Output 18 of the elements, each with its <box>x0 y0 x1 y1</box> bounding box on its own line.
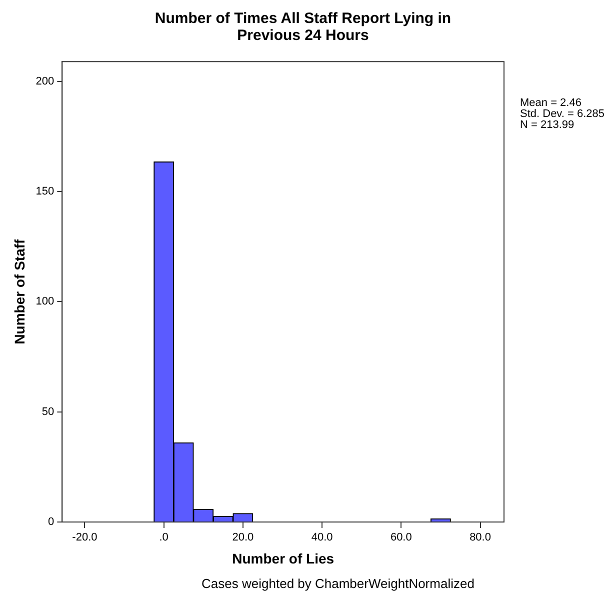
text: Std. Dev. = 6.285 <box>520 108 604 120</box>
x-tick-label: -20.0 <box>72 532 98 544</box>
y-tick-label: 50 <box>42 406 54 418</box>
y-tick-label: 0 <box>48 516 54 528</box>
y-tick-label: 200 <box>36 75 54 88</box>
y-tick-label: 150 <box>36 186 54 198</box>
x-tick-label: 80.0 <box>470 532 491 544</box>
y-tick-label: 100 <box>36 296 54 308</box>
x-axis-title: Number of Lies <box>232 550 334 566</box>
text: Cases weighted by ChamberWeightNormalized <box>200 576 476 591</box>
x-tick-label: 60.0 <box>390 532 412 544</box>
x-tick-label: 20.0 <box>232 532 254 544</box>
chart-title: Number of Times All Staff Report Lying in Previous 24 Hours <box>154 10 452 44</box>
y-axis-title: Number of Staff <box>11 238 28 344</box>
text: N = 213.99 <box>520 119 576 131</box>
x-tick-label: 40.0 <box>311 532 333 544</box>
text: Mean = 2.46 <box>520 97 582 109</box>
x-tick-label: .0 <box>159 532 168 544</box>
